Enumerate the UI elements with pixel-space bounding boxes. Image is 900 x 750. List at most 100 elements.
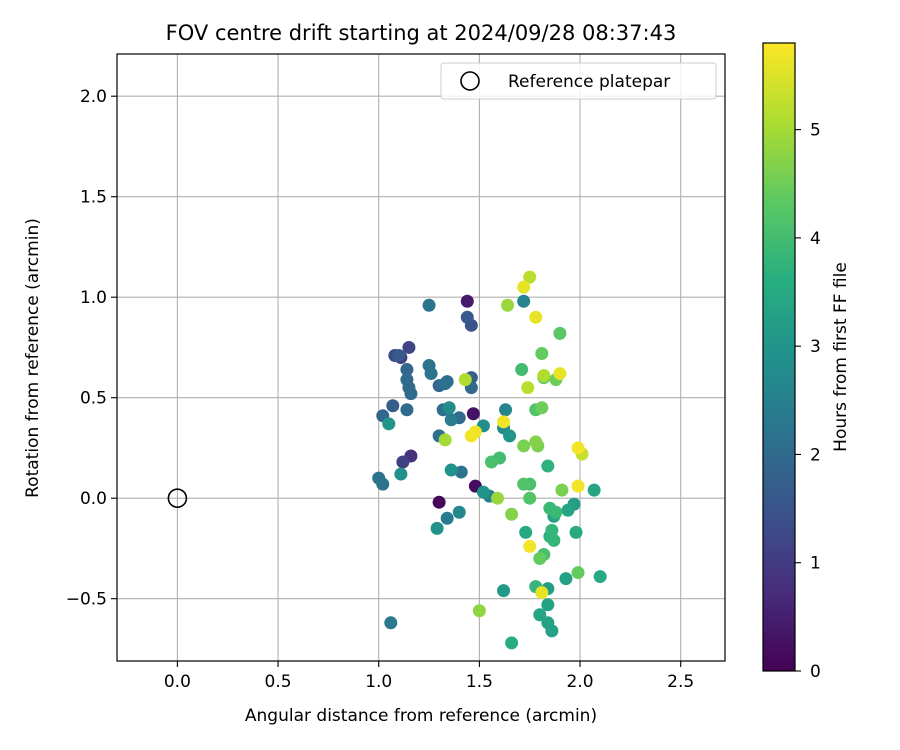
data-point [571, 566, 585, 580]
data-point [517, 439, 531, 453]
y-tick-label: −0.5 [66, 590, 107, 610]
data-point [432, 495, 446, 509]
x-tick-label: 0.5 [265, 672, 292, 692]
data-point [541, 459, 555, 473]
data-point [553, 326, 567, 340]
colorbar-tick-label: 2 [810, 445, 821, 465]
data-point [382, 417, 396, 431]
data-point [402, 340, 416, 354]
data-point [571, 441, 585, 455]
data-point [501, 298, 515, 312]
y-tick-label: 0.0 [80, 489, 107, 509]
y-tick-label: 1.5 [80, 188, 107, 208]
data-point [402, 381, 416, 395]
x-tick-label: 0.0 [164, 672, 191, 692]
y-axis-ticks: −0.5 0.0 0.5 1.0 1.5 2.0 [66, 87, 117, 610]
data-point [430, 521, 444, 535]
x-tick-label: 2.0 [567, 672, 594, 692]
x-axis-label: Angular distance from reference (arcmin) [245, 706, 597, 726]
data-point [386, 399, 400, 413]
data-point [452, 505, 466, 519]
data-point [442, 401, 456, 415]
data-point [587, 483, 601, 497]
data-point [499, 403, 513, 417]
legend: Reference platepar [440, 62, 717, 100]
data-point [392, 348, 406, 362]
data-point [497, 415, 511, 429]
data-point [529, 435, 543, 449]
data-point [537, 369, 551, 383]
data-point [569, 525, 583, 539]
x-axis-ticks: 0.0 0.5 1.0 1.5 2.0 2.5 [164, 661, 694, 692]
data-point [547, 533, 561, 547]
data-point [491, 491, 505, 505]
data-point [460, 310, 474, 324]
data-point [555, 483, 569, 497]
legend-box [440, 62, 717, 100]
data-point [517, 280, 531, 294]
legend-label: Reference platepar [508, 72, 670, 92]
reference-platepar-marker [167, 488, 188, 508]
data-point [593, 570, 607, 584]
x-tick-label: 1.5 [466, 672, 493, 692]
data-point [384, 616, 398, 630]
data-point [523, 270, 537, 284]
data-point [400, 363, 414, 377]
colorbar: 0 1 2 3 4 5 Hours from first FF file [762, 42, 851, 682]
colorbar-ticks: 0 1 2 3 4 5 [795, 121, 821, 682]
y-axis-label: Rotation from reference (arcmin) [23, 218, 43, 498]
data-point [468, 425, 482, 439]
data-point [545, 523, 559, 537]
data-point [444, 463, 458, 477]
x-tick-label: 2.5 [667, 672, 694, 692]
colorbar-tick-label: 5 [810, 121, 821, 141]
data-point [484, 455, 498, 469]
y-tick-label: 1.0 [80, 288, 107, 308]
data-point [561, 503, 575, 517]
legend-reference-marker [460, 71, 480, 91]
data-point [460, 294, 474, 308]
data-point [541, 616, 555, 630]
plot-area: 0.0 0.5 1.0 1.5 2.0 2.5 −0.5 0.0 0.5 1.0 1.5 2.0 [66, 53, 726, 692]
data-point [571, 479, 585, 493]
data-point [559, 572, 573, 586]
grid [117, 54, 725, 661]
data-point [521, 381, 535, 395]
data-point [458, 373, 472, 387]
data-point [549, 505, 563, 519]
data-point [535, 586, 549, 600]
colorbar-tick-label: 1 [810, 554, 821, 574]
data-point [440, 511, 454, 525]
colorbar-tick-label: 4 [810, 229, 821, 249]
data-point [529, 310, 543, 324]
colorbar-gradient [762, 42, 796, 672]
data-point [497, 584, 511, 598]
data-point [535, 401, 549, 415]
data-point [515, 363, 529, 377]
data-point [517, 294, 531, 308]
data-point [472, 604, 486, 618]
data-point [503, 429, 517, 443]
data-point [394, 467, 408, 481]
data-point [553, 367, 567, 381]
colorbar-tick-label: 3 [810, 337, 821, 357]
data-point [400, 403, 414, 417]
data-points [372, 270, 607, 650]
chart-title: FOV centre drift starting at 2024/09/28 … [166, 21, 677, 45]
data-point [517, 477, 531, 491]
data-point [523, 491, 537, 505]
data-point [541, 598, 555, 612]
data-point [476, 485, 490, 499]
x-tick-label: 1.0 [365, 672, 392, 692]
data-point [424, 367, 438, 381]
y-tick-label: 2.0 [80, 87, 107, 107]
data-point [438, 377, 452, 391]
data-point [533, 551, 547, 565]
data-point [422, 298, 436, 312]
data-point [454, 465, 468, 479]
data-point [533, 608, 547, 622]
data-point [519, 525, 533, 539]
plot-frame [116, 53, 726, 662]
colorbar-label: Hours from first FF file [831, 262, 851, 452]
